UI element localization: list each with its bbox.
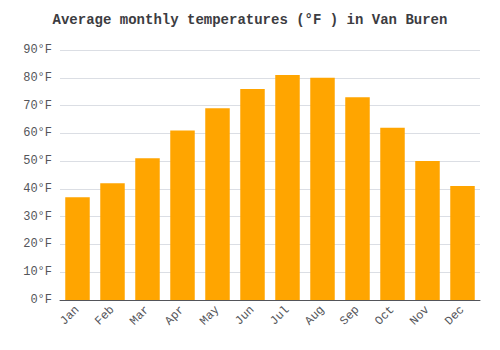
- svg-text:0°F: 0°F: [30, 293, 52, 307]
- svg-text:Sep: Sep: [337, 303, 362, 328]
- svg-text:Jul: Jul: [267, 303, 292, 328]
- svg-text:50°F: 50°F: [23, 154, 52, 168]
- svg-text:May: May: [197, 303, 222, 328]
- svg-text:Oct: Oct: [372, 303, 397, 328]
- svg-text:Mar: Mar: [127, 303, 152, 328]
- svg-text:Average monthly temperatures (: Average monthly temperatures (°F ) in Va…: [53, 12, 448, 28]
- svg-text:90°F: 90°F: [23, 43, 52, 57]
- svg-text:40°F: 40°F: [23, 182, 52, 196]
- svg-text:60°F: 60°F: [23, 126, 52, 140]
- svg-text:Jun: Jun: [232, 303, 257, 328]
- svg-text:Feb: Feb: [92, 303, 117, 328]
- svg-text:Jan: Jan: [57, 303, 82, 328]
- svg-text:10°F: 10°F: [23, 265, 52, 279]
- svg-text:Aug: Aug: [302, 303, 327, 328]
- svg-text:Nov: Nov: [407, 303, 432, 328]
- svg-text:Dec: Dec: [442, 303, 467, 328]
- svg-text:Apr: Apr: [162, 303, 187, 328]
- svg-text:30°F: 30°F: [23, 210, 52, 224]
- svg-text:20°F: 20°F: [23, 237, 52, 251]
- svg-text:70°F: 70°F: [23, 99, 52, 113]
- svg-text:80°F: 80°F: [23, 71, 52, 85]
